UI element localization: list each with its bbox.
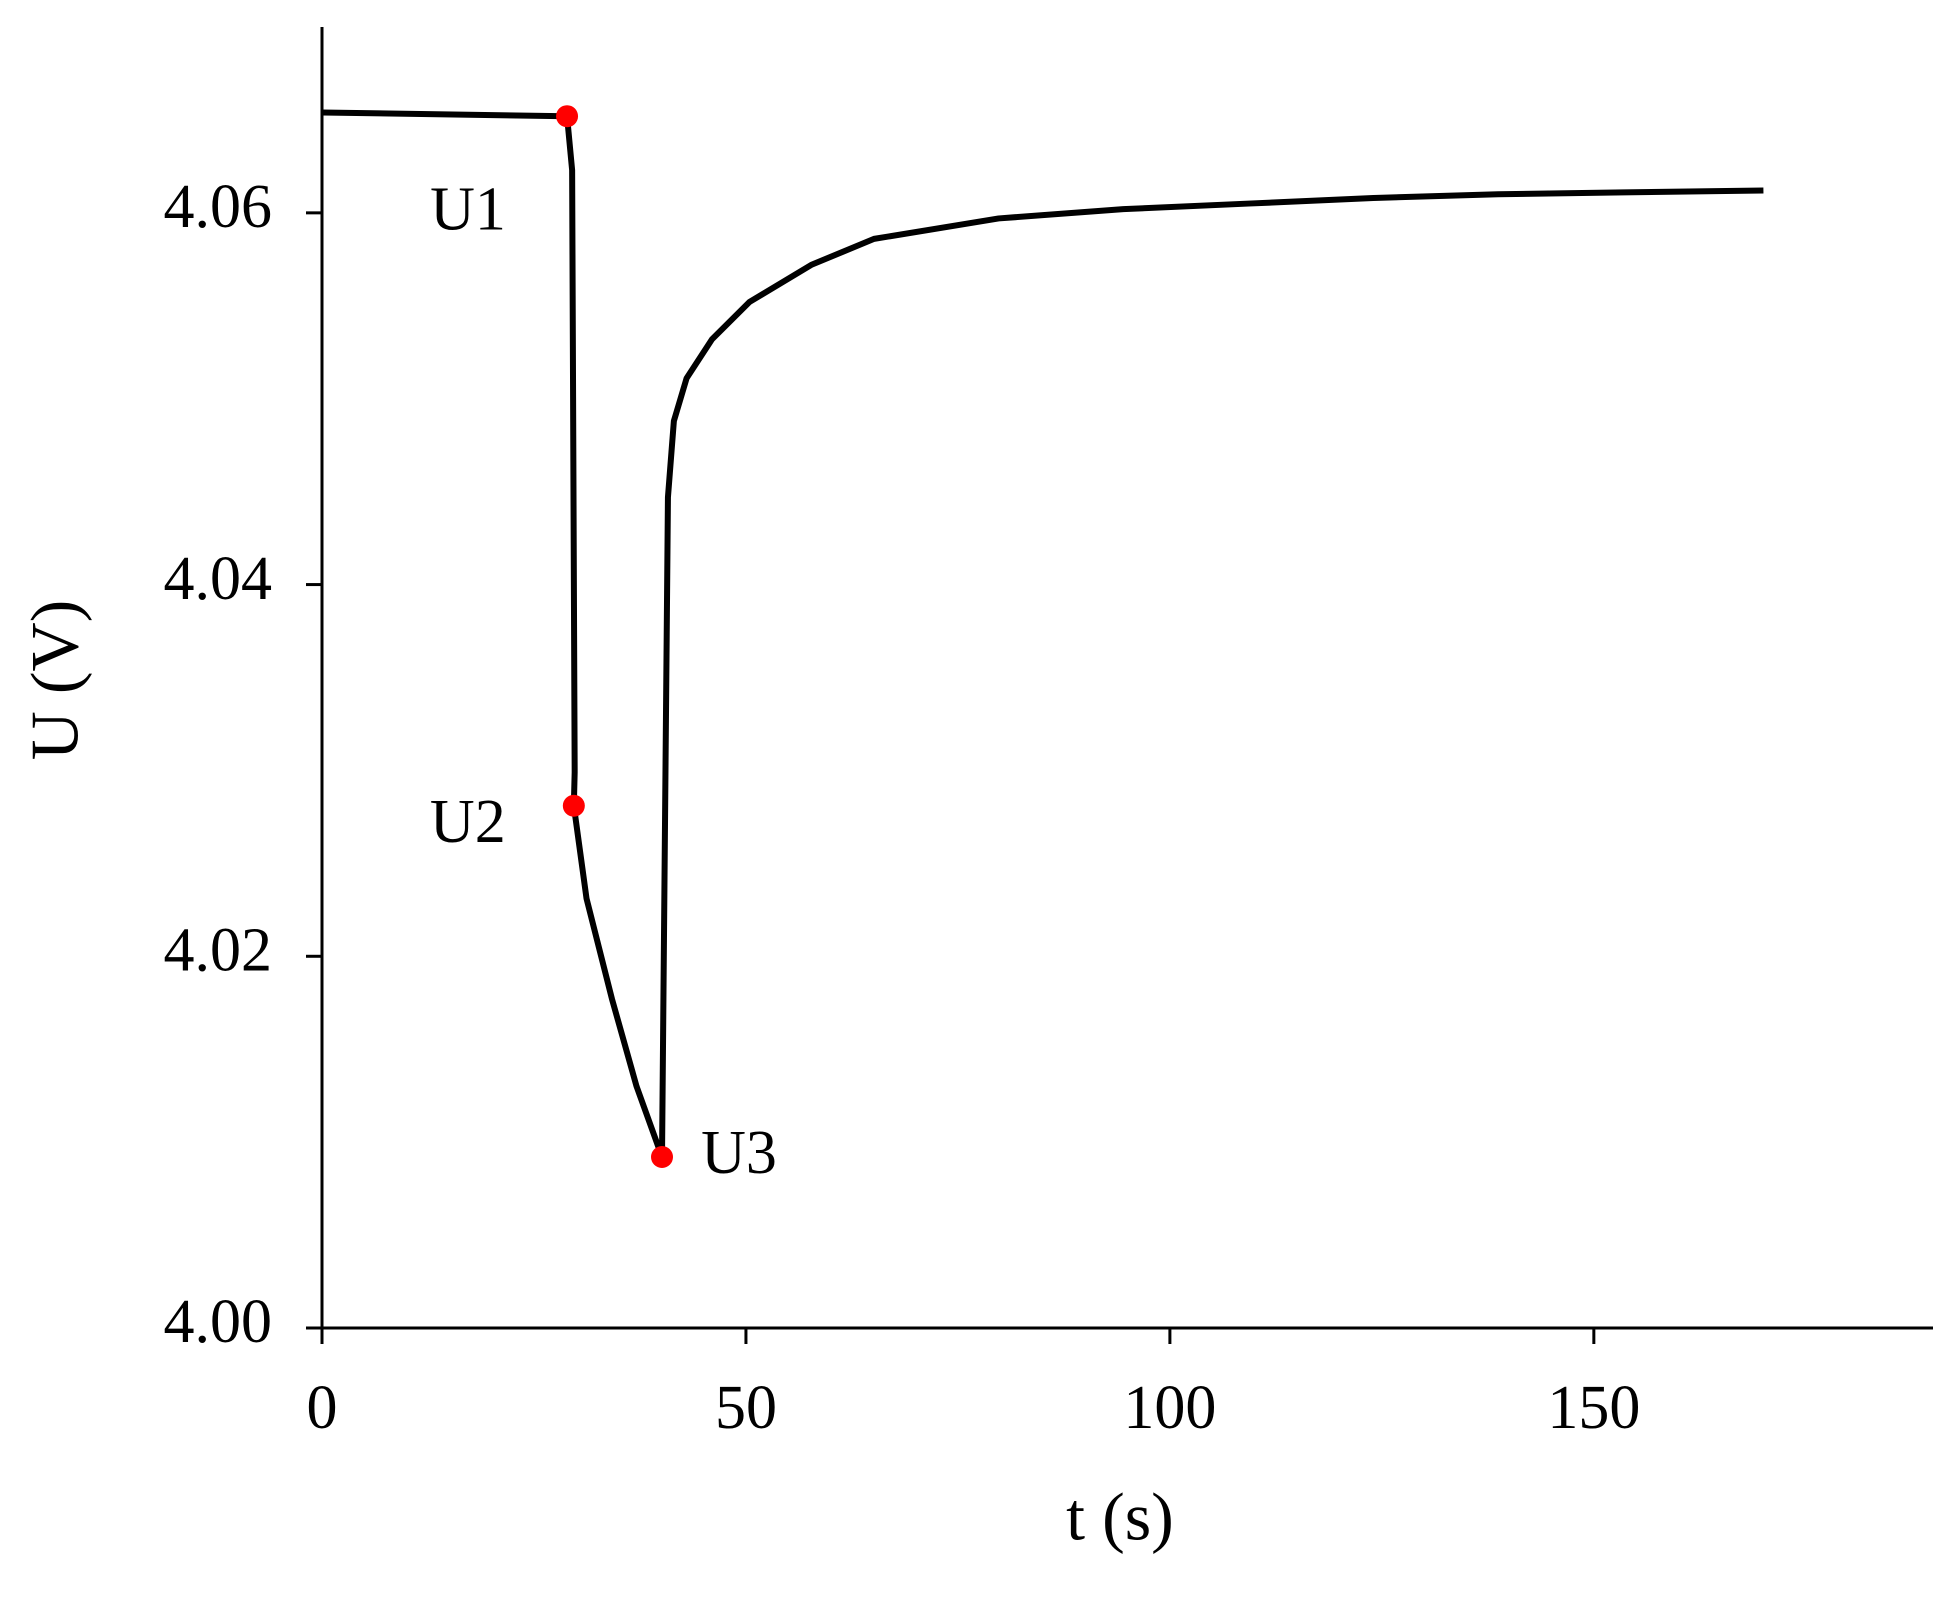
y-tick-label: 4.02 [164,917,273,985]
y-tick-label: 4.06 [164,173,273,241]
annotation: U1 [430,175,506,243]
line [321,109,1764,1161]
x-tick-label: 100 [1123,1374,1216,1442]
x-tick-label: 0 [307,1374,338,1442]
annotation: U2 [430,788,506,856]
x-tick-label: 50 [715,1374,777,1442]
x-axis-title: t (s) [1066,1479,1174,1555]
y-tick-label: 4.04 [164,545,273,613]
marker [562,794,585,817]
y-tick-label: 4.00 [164,1288,273,1356]
marker [556,105,579,128]
y-axis-title: U (V) [17,600,93,761]
annotation: U3 [701,1119,777,1187]
x-tick-label: 150 [1547,1374,1640,1442]
marker [651,1146,674,1169]
